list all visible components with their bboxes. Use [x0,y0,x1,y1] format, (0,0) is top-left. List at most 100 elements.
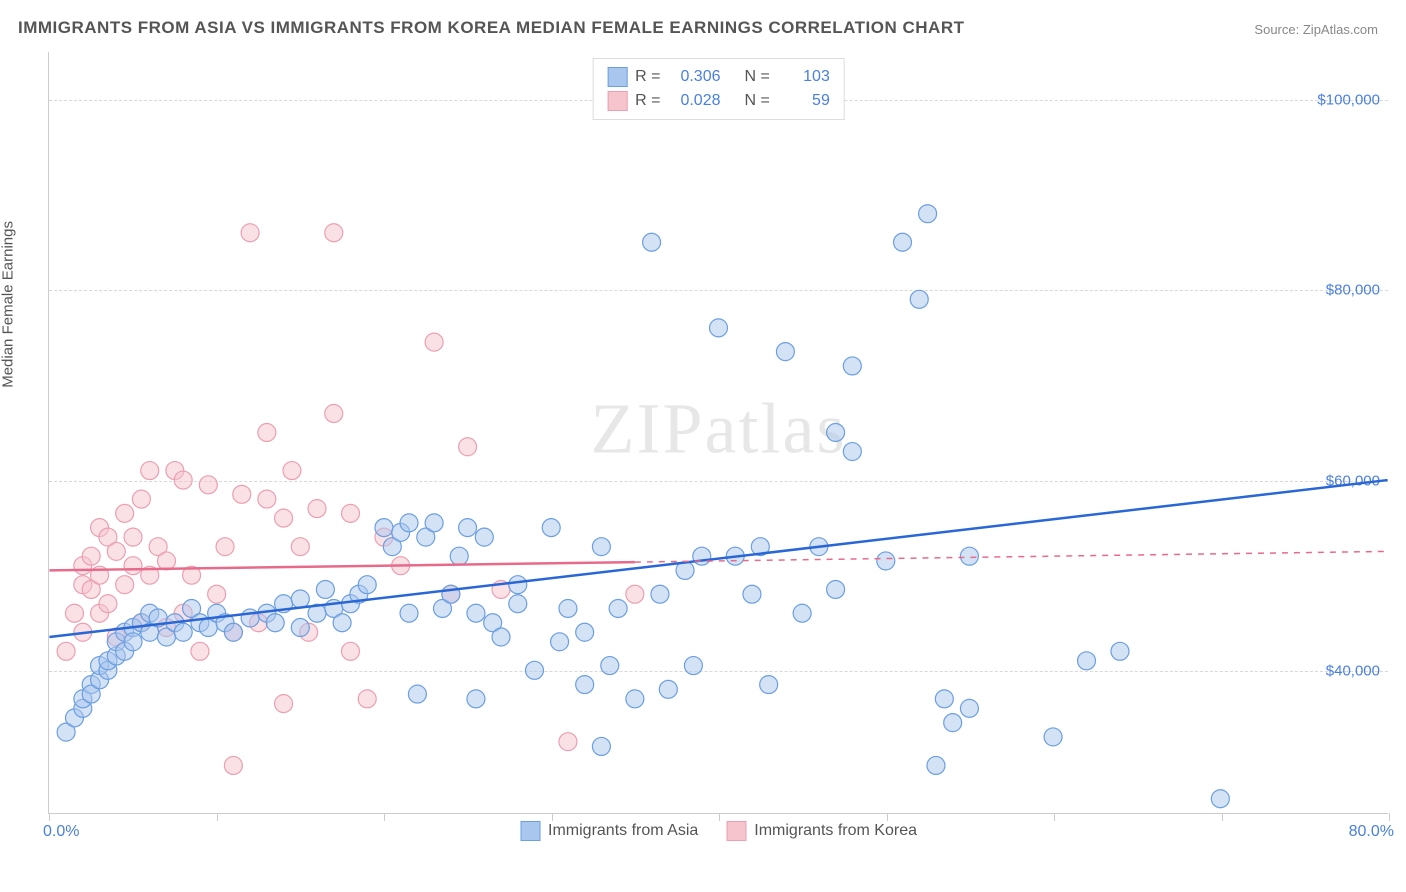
data-point [358,690,376,708]
data-point [877,552,895,570]
data-point [509,595,527,613]
data-point [927,756,945,774]
data-point [910,290,928,308]
data-point [843,443,861,461]
data-point [400,514,418,532]
r-value-korea: 0.028 [669,92,721,110]
data-point [291,538,309,556]
plot-area: ZIPatlas R = 0.306 N = 103 R = 0.028 N =… [48,52,1388,814]
chart-title: IMMIGRANTS FROM ASIA VS IMMIGRANTS FROM … [18,18,965,38]
data-point [760,676,778,694]
swatch-korea [607,91,627,111]
data-point [132,490,150,508]
source-link[interactable]: ZipAtlas.com [1303,22,1378,37]
swatch-asia [520,821,540,841]
n-label: N = [745,92,770,110]
x-tick [49,813,50,821]
x-tick-start: 0.0% [43,823,79,841]
data-point [827,424,845,442]
r-label: R = [635,92,660,110]
data-point [174,471,192,489]
swatch-korea [726,821,746,841]
data-point [592,538,610,556]
x-tick [217,813,218,821]
data-point [442,585,460,603]
data-point [224,756,242,774]
data-point [935,690,953,708]
data-point [626,585,644,603]
data-point [659,680,677,698]
data-point [65,604,83,622]
legend-row-asia: R = 0.306 N = 103 [607,65,830,89]
x-tick [1389,813,1390,821]
data-point [626,690,644,708]
data-point [843,357,861,375]
data-point [116,504,134,522]
data-point [408,685,426,703]
data-point [551,633,569,651]
data-point [710,319,728,337]
data-point [283,462,301,480]
data-point [1078,652,1096,670]
data-point [425,333,443,351]
scatter-svg [49,52,1388,813]
data-point [467,604,485,622]
data-point [467,690,485,708]
data-point [960,699,978,717]
data-point [82,547,100,565]
x-tick [552,813,553,821]
legend-series: Immigrants from Asia Immigrants from Kor… [520,821,917,841]
x-tick-end: 80.0% [1349,823,1394,841]
trend-line [49,480,1387,637]
data-point [609,599,627,617]
data-point [1044,728,1062,746]
data-point [157,552,175,570]
data-point [576,676,594,694]
data-point [191,642,209,660]
data-point [776,343,794,361]
data-point [509,576,527,594]
data-point [224,623,242,641]
data-point [450,547,468,565]
data-point [124,633,142,651]
n-label: N = [745,68,770,86]
data-point [275,509,293,527]
data-point [684,657,702,675]
data-point [827,580,845,598]
source-attribution: Source: ZipAtlas.com [1254,22,1378,37]
data-point [208,585,226,603]
data-point [316,580,334,598]
trend-line-extrapolated [635,551,1388,562]
data-point [199,476,217,494]
data-point [651,585,669,603]
data-point [894,233,912,251]
data-point [492,628,510,646]
r-value-asia: 0.306 [669,68,721,86]
data-point [919,205,937,223]
data-point [559,733,577,751]
data-point [174,623,192,641]
data-point [266,614,284,632]
data-point [141,462,159,480]
data-point [601,657,619,675]
data-point [358,576,376,594]
data-point [341,642,359,660]
data-point [425,514,443,532]
data-point [341,504,359,522]
data-point [333,614,351,632]
data-point [743,585,761,603]
legend-row-korea: R = 0.028 N = 59 [607,89,830,113]
data-point [258,490,276,508]
data-point [291,619,309,637]
data-point [1211,790,1229,808]
data-point [944,714,962,732]
swatch-asia [607,67,627,87]
data-point [1111,642,1129,660]
data-point [325,224,343,242]
data-point [559,599,577,617]
legend-label-korea: Immigrants from Korea [754,822,917,840]
data-point [275,695,293,713]
data-point [258,424,276,442]
x-tick [1054,813,1055,821]
x-tick [1222,813,1223,821]
